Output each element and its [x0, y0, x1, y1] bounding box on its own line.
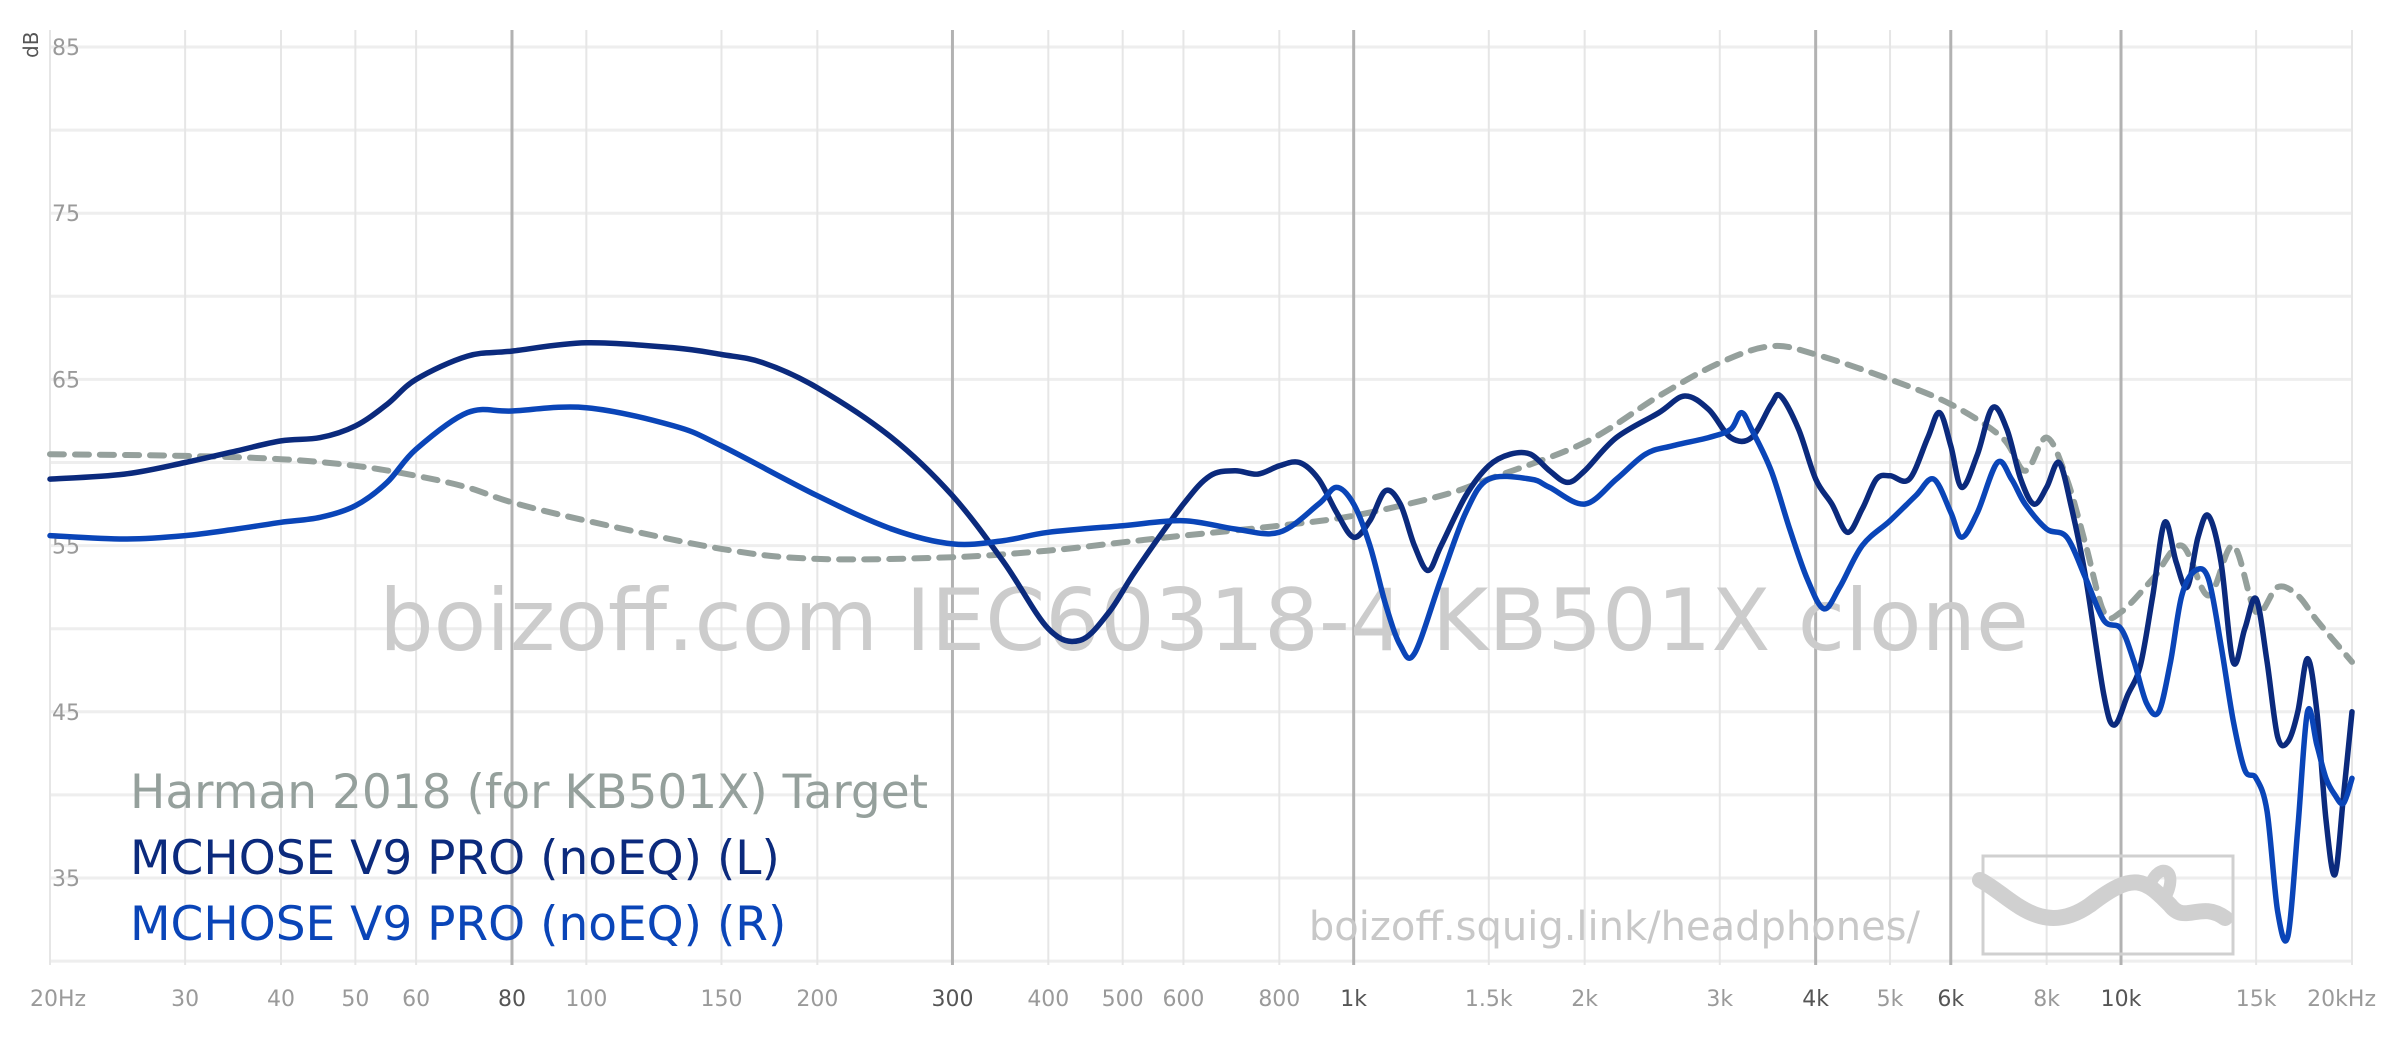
x-axis-ticks: 20Hz 30 40 50 60 80 100 150 200 300 400 500 600 800 1k…: [30, 987, 2376, 1012]
x-tick-label: 3k: [1706, 987, 1733, 1012]
grid: [49, 30, 2353, 965]
right-channel-curve: [47, 404, 2355, 944]
series-lines: [47, 340, 2355, 944]
x-tick-label: 6k: [1937, 987, 1964, 1012]
x-tick-label: 15k: [2236, 987, 2277, 1012]
x-tick-label: 150: [700, 987, 742, 1012]
x-tick-label: 8k: [2033, 987, 2060, 1012]
x-tick-label: 50: [341, 987, 369, 1012]
x-tick-label: 300: [931, 987, 973, 1012]
site-url: boizoff.squig.link/headphones/: [1309, 904, 1921, 950]
x-tick-label: 20Hz: [30, 987, 86, 1012]
x-tick-label: 30: [171, 987, 199, 1012]
legend-entry: Harman 2018 (for KB501X) Target: [130, 765, 928, 820]
legend-entry: MCHOSE V9 PRO (noEQ) (R): [130, 897, 786, 952]
y-axis-label: dB: [19, 32, 43, 58]
x-tick-label: 200: [796, 987, 838, 1012]
legend: Harman 2018 (for KB501X) Target MCHOSE V9…: [130, 765, 928, 952]
x-tick-label: 20kHz: [2307, 987, 2376, 1012]
x-tick-label: 100: [565, 987, 607, 1012]
y-tick-label: 65: [52, 368, 80, 393]
x-tick-label: 2k: [1571, 987, 1598, 1012]
legend-entry: MCHOSE V9 PRO (noEQ) (L): [130, 831, 780, 886]
y-tick-label: 85: [52, 36, 80, 61]
y-tick-label: 45: [52, 701, 80, 726]
x-tick-label: 4k: [1802, 987, 1829, 1012]
watermark-text: boizoff.com IEC60318-4 KB501X clone: [379, 571, 2029, 671]
x-tick-label: 1.5k: [1465, 987, 1513, 1012]
x-tick-label: 1k: [1340, 987, 1367, 1012]
x-tick-label: 400: [1027, 987, 1069, 1012]
x-tick-label: 60: [402, 987, 430, 1012]
x-tick-label: 800: [1258, 987, 1300, 1012]
x-tick-label: 500: [1102, 987, 1144, 1012]
target-curve: [47, 342, 2355, 665]
x-tick-label: 600: [1162, 987, 1204, 1012]
y-tick-label: 75: [52, 202, 80, 227]
x-tick-label: 40: [267, 987, 295, 1012]
y-tick-label: 35: [52, 867, 80, 892]
squig-logo: [1972, 854, 2235, 956]
x-tick-label: 80: [498, 987, 526, 1012]
x-tick-label: 5k: [1877, 987, 1904, 1012]
x-tick-label: 10k: [2101, 987, 2142, 1012]
